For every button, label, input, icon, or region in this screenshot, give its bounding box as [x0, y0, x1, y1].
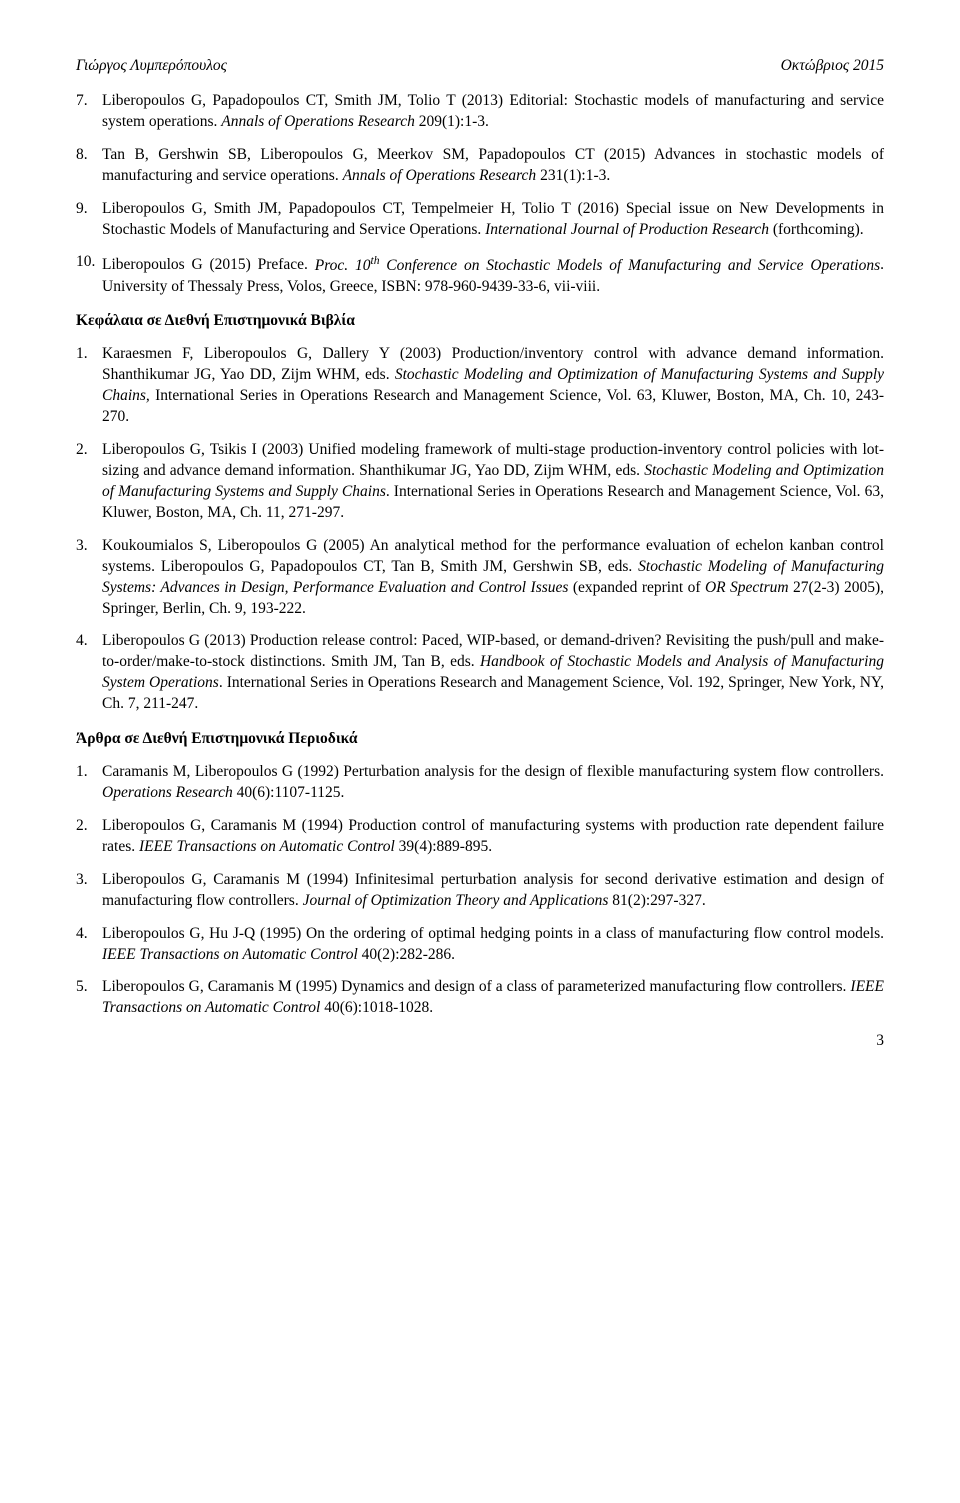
- editorial-ref-item: 10.Liberopoulos G (2015) Preface. Proc. …: [76, 252, 884, 297]
- editorial-refs: 7.Liberopoulos G, Papadopoulos CT, Smith…: [76, 91, 884, 298]
- journal-article-item-text: Caramanis M, Liberopoulos G (1992) Pertu…: [102, 762, 884, 804]
- journal-article-item-text: Liberopoulos G, Caramanis M (1995) Dynam…: [102, 977, 884, 1019]
- journal-article-item: 2.Liberopoulos G, Caramanis M (1994) Pro…: [76, 816, 884, 858]
- editorial-ref-item-number: 9.: [76, 199, 102, 241]
- journal-article-item: 3.Liberopoulos G, Caramanis M (1994) Inf…: [76, 870, 884, 912]
- book-chapter-item-text: Liberopoulos G, Tsikis I (2003) Unified …: [102, 440, 884, 524]
- journal-article-item-text: Liberopoulos G, Caramanis M (1994) Produ…: [102, 816, 884, 858]
- book-chapter-item: 2.Liberopoulos G, Tsikis I (2003) Unifie…: [76, 440, 884, 524]
- editorial-ref-item-number: 7.: [76, 91, 102, 133]
- journal-article-item-text: Liberopoulos G, Hu J-Q (1995) On the ord…: [102, 924, 884, 966]
- editorial-ref-item-text: Tan B, Gershwin SB, Liberopoulos G, Meer…: [102, 145, 884, 187]
- book-chapter-item-text: Koukoumialos S, Liberopoulos G (2005) An…: [102, 536, 884, 620]
- journal-article-item-number: 2.: [76, 816, 102, 858]
- book-chapter-item-number: 4.: [76, 631, 102, 715]
- page-number: 3: [76, 1031, 884, 1052]
- book-chapter-refs: 1.Karaesmen F, Liberopoulos G, Dallery Y…: [76, 344, 884, 715]
- journal-article-item-number: 4.: [76, 924, 102, 966]
- book-chapter-item-text: Liberopoulos G (2013) Production release…: [102, 631, 884, 715]
- journal-article-refs: 1.Caramanis M, Liberopoulos G (1992) Per…: [76, 762, 884, 1019]
- editorial-ref-item-text: Liberopoulos G (2015) Preface. Proc. 10t…: [102, 252, 884, 297]
- journal-article-item: 1.Caramanis M, Liberopoulos G (1992) Per…: [76, 762, 884, 804]
- book-chapter-item: 3.Koukoumialos S, Liberopoulos G (2005) …: [76, 536, 884, 620]
- book-chapter-item-number: 2.: [76, 440, 102, 524]
- editorial-ref-item: 7.Liberopoulos G, Papadopoulos CT, Smith…: [76, 91, 884, 133]
- editorial-ref-item-number: 10.: [76, 252, 102, 297]
- editorial-ref-item-text: Liberopoulos G, Papadopoulos CT, Smith J…: [102, 91, 884, 133]
- book-chapter-item-number: 1.: [76, 344, 102, 428]
- editorial-ref-item: 9.Liberopoulos G, Smith JM, Papadopoulos…: [76, 199, 884, 241]
- header-right: Οκτώβριος 2015: [781, 56, 884, 77]
- book-chapter-item: 4.Liberopoulos G (2013) Production relea…: [76, 631, 884, 715]
- book-chapter-item-text: Karaesmen F, Liberopoulos G, Dallery Y (…: [102, 344, 884, 428]
- journal-article-item-number: 5.: [76, 977, 102, 1019]
- section-heading-book-chapters: Κεφάλαια σε Διεθνή Επιστημονικά Βιβλία: [76, 311, 884, 332]
- editorial-ref-item: 8.Tan B, Gershwin SB, Liberopoulos G, Me…: [76, 145, 884, 187]
- section-heading-journal-articles: Άρθρα σε Διεθνή Επιστημονικά Περιοδικά: [76, 729, 884, 750]
- book-chapter-item: 1.Karaesmen F, Liberopoulos G, Dallery Y…: [76, 344, 884, 428]
- journal-article-item-number: 3.: [76, 870, 102, 912]
- editorial-ref-item-text: Liberopoulos G, Smith JM, Papadopoulos C…: [102, 199, 884, 241]
- journal-article-item: 4.Liberopoulos G, Hu J-Q (1995) On the o…: [76, 924, 884, 966]
- journal-article-item: 5.Liberopoulos G, Caramanis M (1995) Dyn…: [76, 977, 884, 1019]
- header-left: Γιώργος Λυμπερόπουλος: [76, 56, 227, 77]
- page-header: Γιώργος Λυμπερόπουλος Οκτώβριος 2015: [76, 56, 884, 77]
- journal-article-item-text: Liberopoulos G, Caramanis M (1994) Infin…: [102, 870, 884, 912]
- book-chapter-item-number: 3.: [76, 536, 102, 620]
- editorial-ref-item-number: 8.: [76, 145, 102, 187]
- journal-article-item-number: 1.: [76, 762, 102, 804]
